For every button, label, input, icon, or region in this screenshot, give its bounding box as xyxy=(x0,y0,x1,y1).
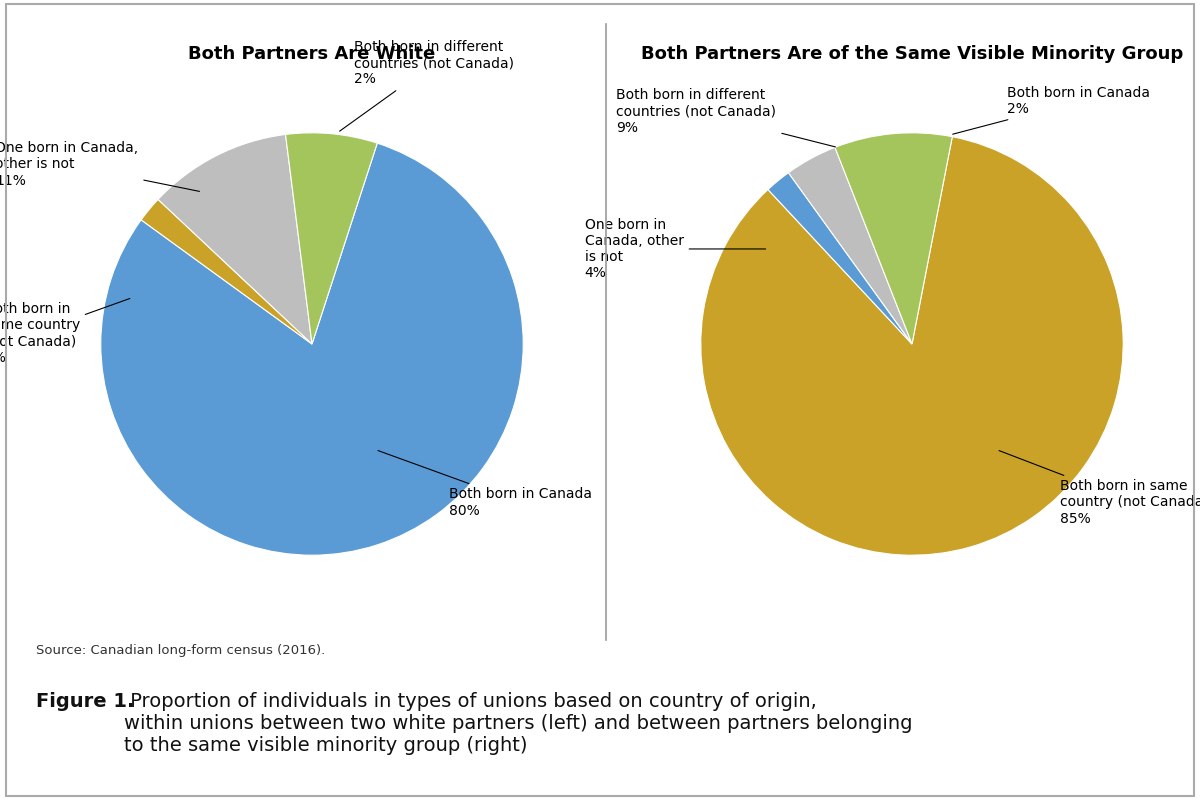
Text: Source: Canadian long-form census (2016).: Source: Canadian long-form census (2016)… xyxy=(36,644,325,657)
Wedge shape xyxy=(101,143,523,555)
Wedge shape xyxy=(835,133,953,344)
Text: One born in
Canada, other
is not
4%: One born in Canada, other is not 4% xyxy=(584,218,766,280)
Text: Both born in Canada
80%: Both born in Canada 80% xyxy=(378,450,593,518)
Text: Both born in Canada
2%: Both born in Canada 2% xyxy=(953,86,1150,134)
Wedge shape xyxy=(286,133,377,344)
Wedge shape xyxy=(142,199,312,344)
Text: Proportion of individuals in types of unions based on country of origin,
within : Proportion of individuals in types of un… xyxy=(124,692,912,755)
Wedge shape xyxy=(701,137,1123,555)
Text: One born in Canada,
other is not
11%: One born in Canada, other is not 11% xyxy=(0,142,199,191)
Wedge shape xyxy=(788,147,912,344)
Text: Figure 1.: Figure 1. xyxy=(36,692,134,711)
Wedge shape xyxy=(158,134,312,344)
Title: Both Partners Are White: Both Partners Are White xyxy=(188,45,436,63)
Text: Both born in different
countries (not Canada)
9%: Both born in different countries (not Ca… xyxy=(617,89,835,147)
Wedge shape xyxy=(768,173,912,344)
Text: Both born in different
countries (not Canada)
2%: Both born in different countries (not Ca… xyxy=(340,40,515,131)
Text: Both born in same
country (not Canada)
85%: Both born in same country (not Canada) 8… xyxy=(1000,450,1200,526)
Title: Both Partners Are of the Same Visible Minority Group: Both Partners Are of the Same Visible Mi… xyxy=(641,45,1183,63)
Text: Both born in
same country
(not Canada)
7%: Both born in same country (not Canada) 7… xyxy=(0,298,130,365)
